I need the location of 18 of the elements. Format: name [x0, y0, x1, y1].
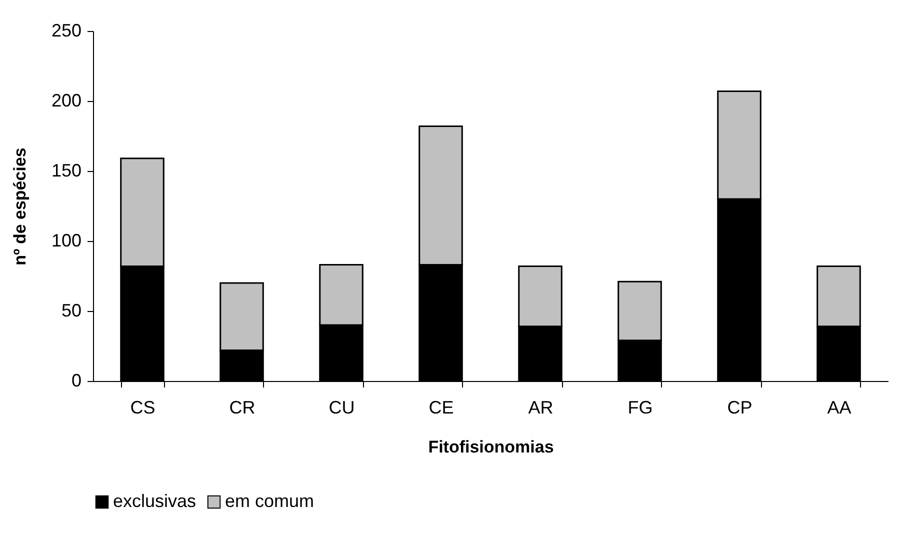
- y-tick-label: 50: [61, 300, 82, 320]
- x-tick-label: FG: [628, 398, 653, 418]
- x-tick-label: AR: [528, 398, 554, 418]
- y-tick-label: 0: [71, 370, 82, 390]
- y-tick-label: 200: [51, 90, 82, 110]
- x-tick-label: CE: [428, 398, 454, 418]
- y-axis-title: nº de espécies: [10, 148, 30, 266]
- y-tick-label: 250: [51, 20, 82, 40]
- y-tick-label: 150: [51, 160, 82, 180]
- x-tick-label: AA: [827, 398, 852, 418]
- x-tick-label: CU: [328, 398, 355, 418]
- x-tick-label: CR: [229, 398, 256, 418]
- x-tick-label: CS: [130, 398, 156, 418]
- x-tick-label: CP: [727, 398, 752, 418]
- x-axis-title: Fitofisionomias: [428, 438, 554, 456]
- legend-label: exclusivas: [113, 491, 196, 511]
- legend-label: em comum: [225, 491, 314, 511]
- y-tick-label: 100: [51, 230, 82, 250]
